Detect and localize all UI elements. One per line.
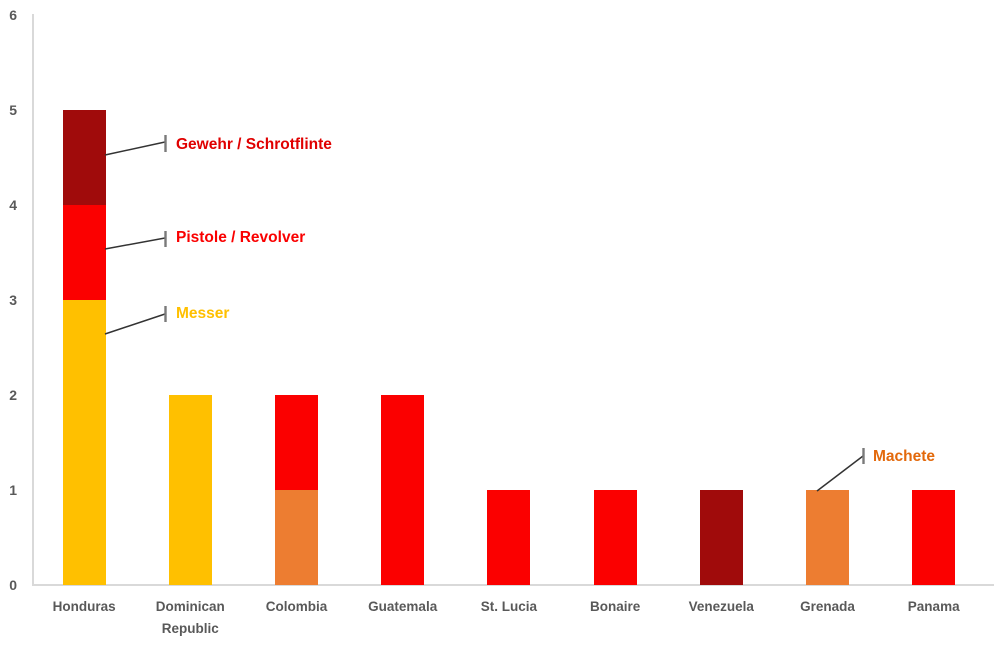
bar-segment-pistole-revolver-panama [912,490,956,585]
x-axis-label-colombia: Colombia [265,599,328,614]
y-axis-tick-3: 3 [9,292,17,308]
x-axis-line [32,584,994,586]
y-axis-tick-0: 0 [9,577,17,593]
bar-segment-pistole-revolver-st-lucia [487,490,531,585]
bar-segment-pistole-revolver-bonaire [593,490,637,585]
x-axis-label-venezuela: Venezuela [688,599,754,614]
bar-segment-gewehr-schrotflinte-honduras [62,110,106,205]
x-axis-label-guatemala: Guatemala [368,599,438,614]
y-axis-tick-4: 4 [9,197,17,213]
y-axis-tick-6: 6 [9,7,17,23]
x-axis-label-honduras: Honduras [52,599,116,614]
bar-segment-pistole-revolver-honduras [62,205,106,300]
y-axis-tick-1: 1 [9,482,17,498]
bar-segment-pistole-revolver-colombia [275,395,318,490]
x-axis-label-st-lucia: St. Lucia [480,599,538,614]
x-axis-label-bonaire: Bonaire [589,599,641,614]
bar-segment-pistole-revolver-guatemala [381,395,425,585]
bar-segment-machete-colombia [275,490,318,585]
bar-segment-machete-grenada [806,490,849,585]
callout-machete: Machete [873,448,936,465]
y-axis-tick-5: 5 [9,102,17,118]
y-axis-tick-2: 2 [9,387,17,403]
x-axis-label-grenada: Grenada [800,599,855,614]
x-axis-label-dominican-republic: Dominican Republic [155,599,225,636]
y-axis-line [32,14,34,585]
bar-segment-messer-honduras [62,300,106,585]
callout-messer: Messer [176,305,230,322]
bar-segment-gewehr-schrotflinte-venezuela [699,490,743,585]
x-axis-label-panama: Panama [907,599,960,614]
bar-segment-messer-dominican-republic [168,395,212,585]
callout-pistole-revolver: Pistole / Revolver [176,229,306,246]
callout-gewehr-schrotflinte: Gewehr / Schrotflinte [176,136,332,153]
